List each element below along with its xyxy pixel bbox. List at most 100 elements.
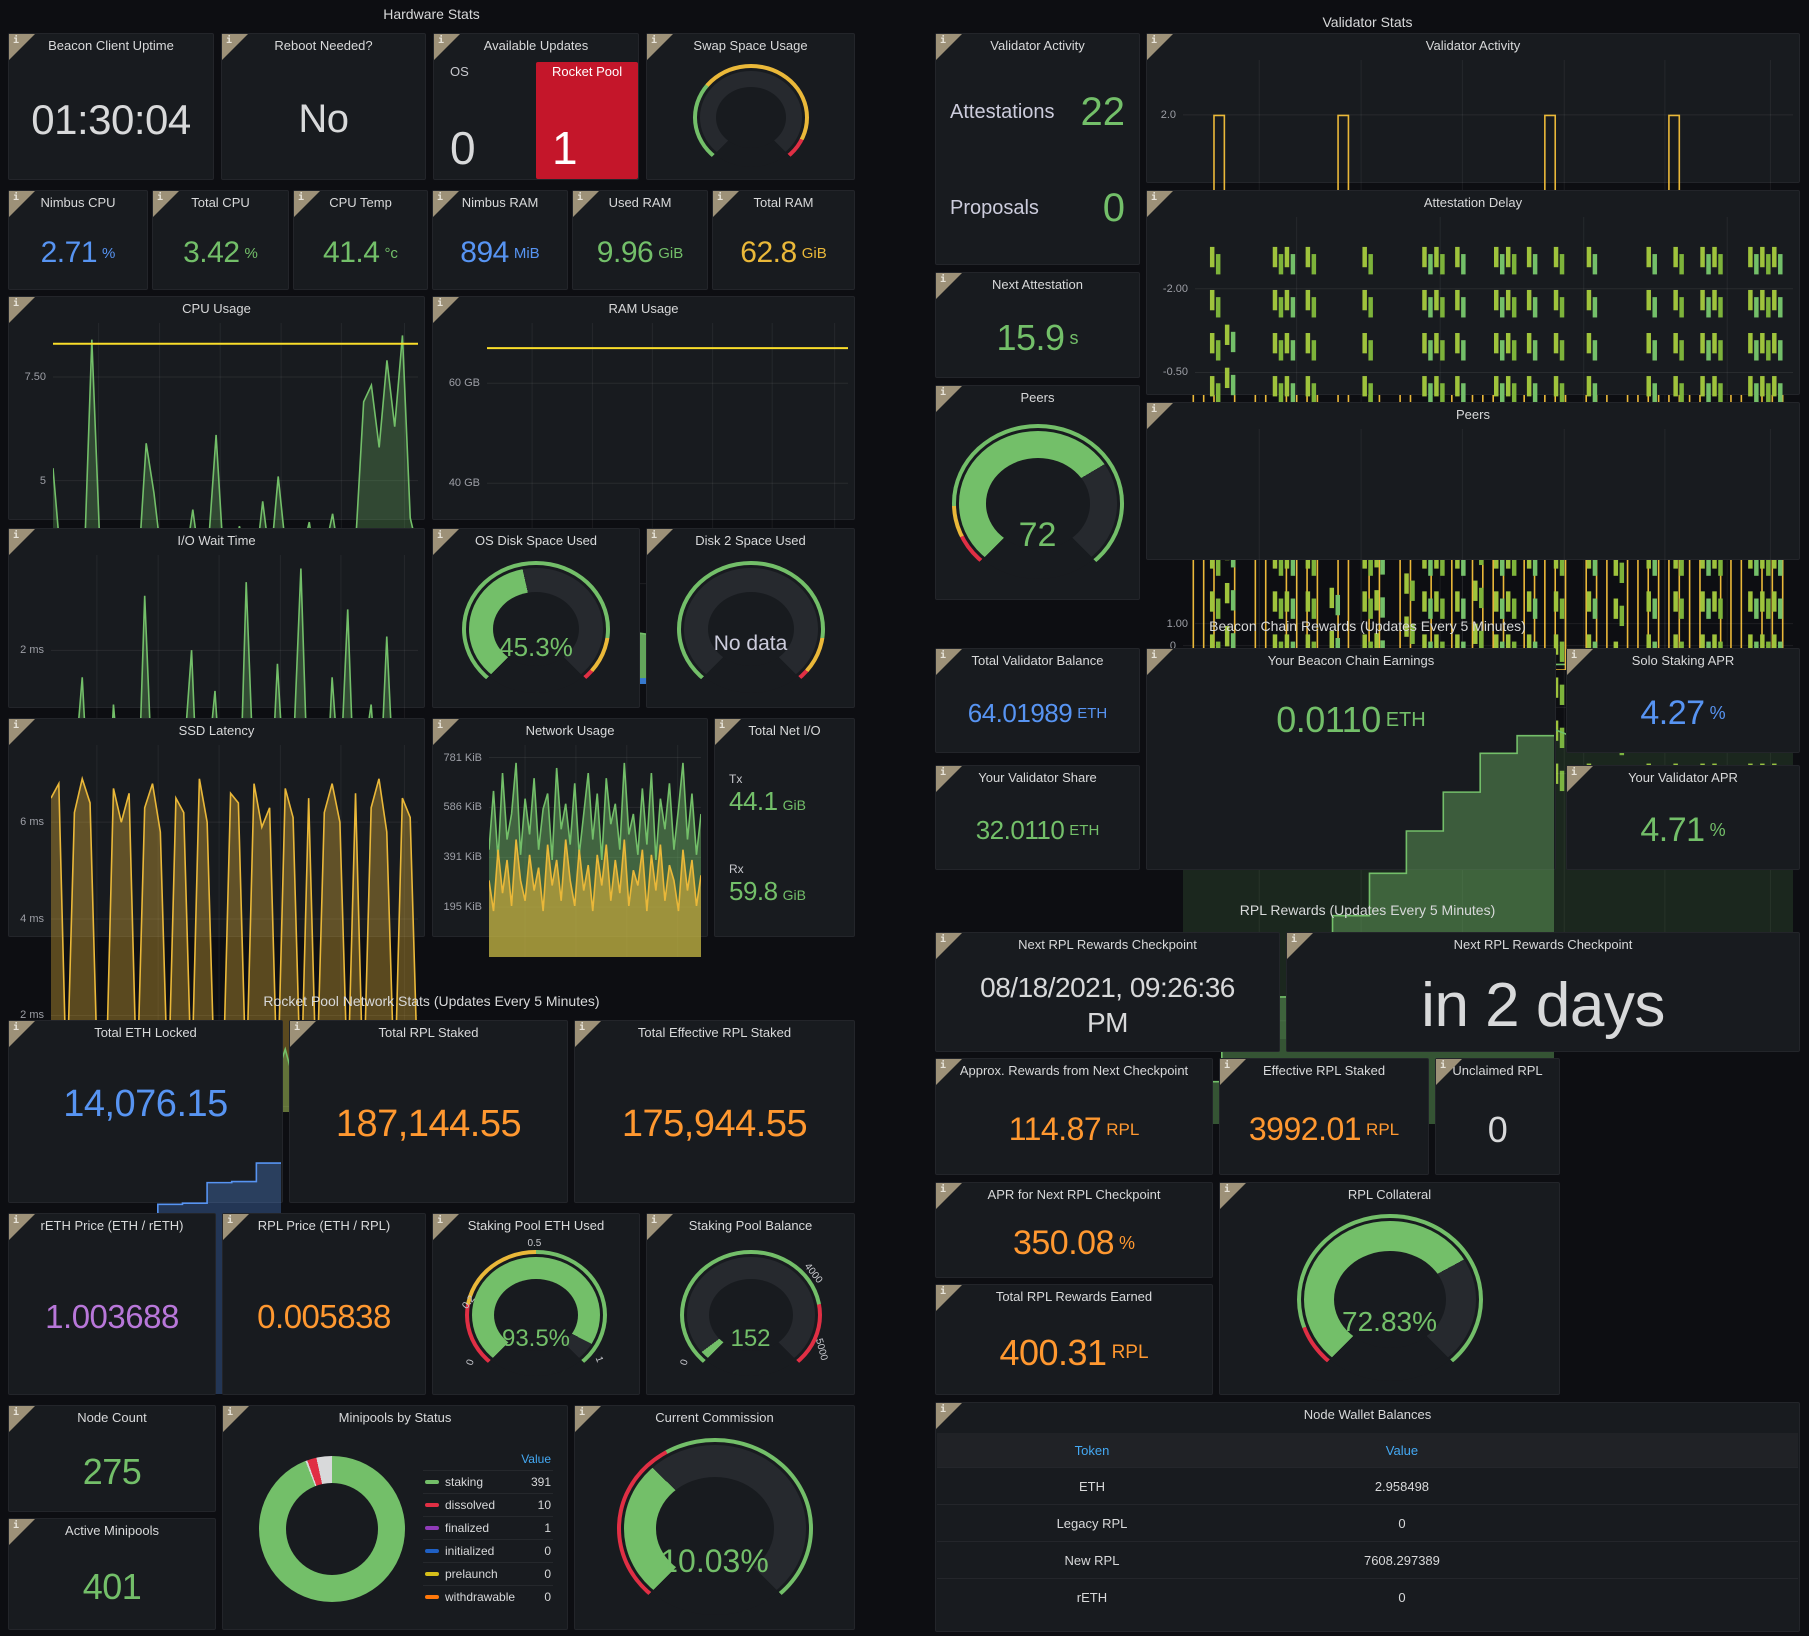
info-icon[interactable]: i [433,1214,459,1240]
panel-title[interactable]: Total Validator Balance [971,653,1104,668]
info-icon[interactable]: i [1567,766,1593,792]
info-icon[interactable]: i [223,1406,249,1432]
panel-title[interactable]: Your Validator Share [978,770,1097,785]
table-header-value[interactable]: Value [1246,1433,1557,1468]
panel-title[interactable]: rETH Price (ETH / rETH) [40,1218,184,1233]
panel-title[interactable]: OS Disk Space Used [474,533,598,548]
panel-title[interactable]: Total ETH Locked [94,1025,197,1040]
info-icon[interactable]: i [9,529,35,555]
panel-title[interactable]: Nimbus CPU [40,195,116,210]
info-icon[interactable]: i [1147,649,1173,675]
panel-title[interactable]: Total RPL Staked [378,1025,479,1040]
panel-title[interactable]: SSD Latency [178,723,255,738]
info-icon[interactable]: i [1220,1059,1246,1085]
info-icon[interactable]: i [9,1021,35,1047]
panel-title[interactable]: Staking Pool ETH Used [467,1218,605,1233]
info-icon[interactable]: i [936,386,962,412]
panel-title[interactable]: Minipools by Status [338,1410,452,1425]
info-icon[interactable]: i [1436,1059,1462,1085]
panel-title[interactable]: Beacon Client Uptime [48,38,174,53]
info-icon[interactable]: i [936,273,962,299]
panel-title[interactable]: Active Minipools [65,1523,159,1538]
info-icon[interactable]: i [647,34,673,60]
minipool-legend-item[interactable]: withdrawable 0 [423,1584,553,1608]
panel-title[interactable]: Total Effective RPL Staked [637,1025,792,1040]
panel-title[interactable]: Next Attestation [991,277,1084,292]
info-icon[interactable]: i [290,1021,316,1047]
panel-title[interactable]: Your Validator APR [1628,770,1738,785]
info-icon[interactable]: i [294,191,320,217]
info-icon[interactable]: i [9,297,35,323]
info-icon[interactable]: i [936,1183,962,1209]
info-icon[interactable]: i [1287,933,1313,959]
panel-title[interactable]: Unclaimed RPL [1452,1063,1543,1078]
io-wait-chart[interactable]: 2 ms1 ms0 s16:0016:1016:2016:3016:4016:5… [15,555,418,922]
panel-title[interactable]: Network Usage [525,723,615,738]
info-icon[interactable]: i [1147,191,1173,217]
panel-title[interactable]: Disk 2 Space Used [695,533,806,548]
info-icon[interactable]: i [936,649,962,675]
panel-title[interactable]: Node Count [77,1410,147,1425]
panel-title[interactable]: Attestation Delay [1423,195,1523,210]
info-icon[interactable]: i [647,529,673,555]
panel-title[interactable]: Validator Activity [1425,38,1521,53]
panel-title[interactable]: Total RPL Rewards Earned [995,1289,1153,1304]
info-icon[interactable]: i [9,34,35,60]
panel-title[interactable]: I/O Wait Time [177,533,256,548]
panel-title[interactable]: Approx. Rewards from Next Checkpoint [959,1063,1189,1078]
info-icon[interactable]: i [9,191,35,217]
panel-title[interactable]: Effective RPL Staked [1262,1063,1386,1078]
panel-title[interactable]: Your Beacon Chain Earnings [1267,653,1435,668]
legend-value-header[interactable]: Value [521,1451,551,1466]
panel-title[interactable]: Next RPL Rewards Checkpoint [1453,937,1633,952]
info-icon[interactable]: i [936,933,962,959]
panel-title[interactable]: Nimbus RAM [461,195,539,210]
panel-title[interactable]: Staking Pool Balance [688,1218,813,1233]
minipool-legend-item[interactable]: dissolved 10 [423,1492,553,1516]
info-icon[interactable]: i [573,191,599,217]
info-icon[interactable]: i [936,34,962,60]
info-icon[interactable]: i [1147,34,1173,60]
info-icon[interactable]: i [9,1214,35,1240]
minipool-legend-item[interactable]: finalized 1 [423,1515,553,1539]
peers-chart[interactable]: 50016:0016:1016:2016:3016:4016:50 [1153,429,1793,1039]
panel-title[interactable]: Solo Staking APR [1631,653,1735,668]
info-icon[interactable]: i [9,1519,35,1545]
info-icon[interactable]: i [936,766,962,792]
info-icon[interactable]: i [433,529,459,555]
panel-title[interactable]: Total RAM [753,195,814,210]
info-icon[interactable]: i [1147,403,1173,429]
panel-title[interactable]: CPU Usage [182,301,251,316]
panel-title[interactable]: RPL Collateral [1347,1187,1432,1202]
info-icon[interactable]: i [1220,1183,1246,1209]
minipool-legend-item[interactable]: staking 391 [423,1469,553,1493]
panel-title[interactable]: Reboot Needed? [274,38,373,53]
minipool-legend-item[interactable]: prelaunch 0 [423,1561,553,1585]
info-icon[interactable]: i [153,191,179,217]
info-icon[interactable]: i [1567,649,1593,675]
info-icon[interactable]: i [575,1406,601,1432]
table-header-token[interactable]: Token [937,1433,1247,1468]
minipool-legend-item[interactable]: initialized 0 [423,1538,553,1562]
panel-title[interactable]: Total CPU [191,195,250,210]
info-icon[interactable]: i [433,191,459,217]
info-icon[interactable]: i [433,297,459,323]
validator-activity-chart[interactable]: 2.0016:0016:1016:2016:3016:4016:50Propos… [1153,60,1793,178]
info-icon[interactable]: i [9,719,35,745]
info-icon[interactable]: i [936,1059,962,1085]
panel-title[interactable]: Validator Activity [990,38,1085,53]
panel-title[interactable]: RPL Price (ETH / RPL) [257,1218,391,1233]
panel-title[interactable]: Peers [1456,407,1490,422]
panel-title[interactable]: CPU Temp [329,195,392,210]
panel-title[interactable]: Available Updates [483,38,589,53]
info-icon[interactable]: i [936,1285,962,1311]
panel-title[interactable]: Peers [1020,390,1055,405]
info-icon[interactable]: i [223,1214,249,1240]
info-icon[interactable]: i [715,719,741,745]
panel-title[interactable]: Used RAM [608,195,672,210]
cpu-usage-chart[interactable]: 7.5052.5016:0016:1016:2016:3016:4016:50T… [15,323,418,688]
panel-title[interactable]: Total Net I/O [748,723,821,738]
info-icon[interactable]: i [647,1214,673,1240]
